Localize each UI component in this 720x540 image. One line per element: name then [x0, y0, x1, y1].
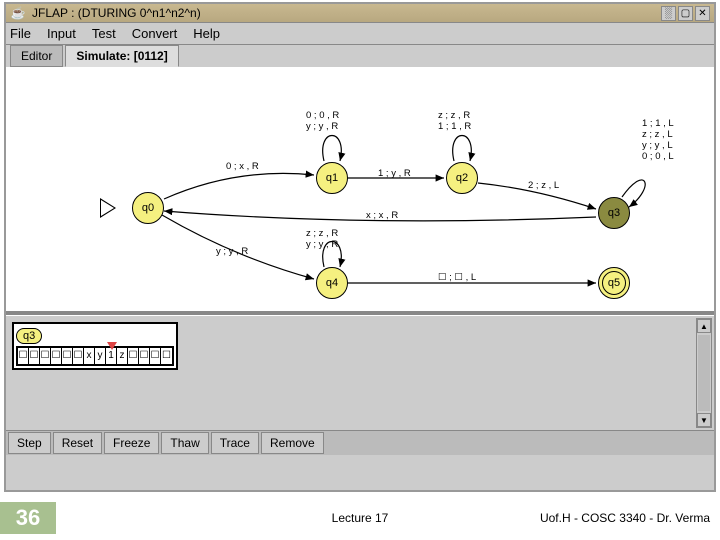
scroll-track[interactable]: [698, 335, 710, 411]
slide-footer: 36 Lecture 17 Uof.H - COSC 3340 - Dr. Ve…: [0, 502, 720, 534]
state-q0[interactable]: q0: [132, 192, 164, 224]
tape-cell: x: [84, 348, 95, 364]
tape-cell: ☐: [161, 348, 172, 364]
lecture-label: Lecture 17: [332, 511, 389, 525]
menu-file[interactable]: File: [10, 26, 31, 41]
minimize-button[interactable]: ░: [661, 6, 676, 21]
step-button[interactable]: Step: [8, 432, 51, 454]
menu-input[interactable]: Input: [47, 26, 76, 41]
scroll-down-icon[interactable]: ▼: [697, 413, 711, 427]
course-label: Uof.H - COSC 3340 - Dr. Verma: [540, 511, 710, 525]
freeze-button[interactable]: Freeze: [104, 432, 159, 454]
window-title: JFLAP : (DTURING 0^n1^n2^n): [32, 6, 201, 20]
edge-label: 0 ; 0 , R y ; y , R: [306, 111, 339, 133]
start-arrow-icon: [100, 198, 116, 218]
tape-head-icon: [107, 342, 117, 350]
scrollbar[interactable]: ▲ ▼: [696, 318, 712, 428]
menu-test[interactable]: Test: [92, 26, 116, 41]
config-box[interactable]: q3 ☐☐☐☐☐☐xy1z☐☐☐☐: [12, 322, 178, 370]
automaton-canvas[interactable]: q0 q1 q2 q3 q4 q5 0 ; x , R 0 ; 0 , R y ; y , …: [6, 67, 714, 315]
edge-label: ☐ ; ☐ , L: [438, 273, 476, 284]
menu-convert[interactable]: Convert: [132, 26, 178, 41]
state-q1[interactable]: q1: [316, 162, 348, 194]
tape-cell: ☐: [139, 348, 150, 364]
tape-cell: z: [117, 348, 128, 364]
state-q5[interactable]: q5: [598, 267, 630, 299]
maximize-button[interactable]: ▢: [678, 6, 693, 21]
tape-cell: ☐: [150, 348, 161, 364]
tape-cell: ☐: [18, 348, 29, 364]
trace-button[interactable]: Trace: [211, 432, 259, 454]
tape-cell: ☐: [62, 348, 73, 364]
edge-label: y ; y , R: [216, 247, 248, 258]
edge-label: z ; z , R y ; y , R: [306, 229, 338, 251]
tape-cell: ☐: [73, 348, 84, 364]
close-button[interactable]: ✕: [695, 6, 710, 21]
sim-toolbar: Step Reset Freeze Thaw Trace Remove: [6, 430, 714, 455]
app-window: ☕ JFLAP : (DTURING 0^n1^n2^n) ░ ▢ ✕ File…: [4, 2, 716, 492]
tab-bar: Editor Simulate: [0112]: [6, 45, 714, 67]
tape-cell: y: [95, 348, 106, 364]
remove-button[interactable]: Remove: [261, 432, 324, 454]
tab-editor[interactable]: Editor: [10, 45, 63, 67]
tape-cell: ☐: [40, 348, 51, 364]
edge-label: 1 ; y , R: [378, 169, 411, 180]
edge-label: z ; z , R 1 ; 1 , R: [438, 111, 471, 133]
title-bar: ☕ JFLAP : (DTURING 0^n1^n2^n) ░ ▢ ✕: [6, 4, 714, 23]
tape-cell: 1: [106, 348, 117, 364]
page-number: 36: [0, 502, 56, 534]
edge-label: 0 ; x , R: [226, 162, 259, 173]
edge-label: 1 ; 1 , L z ; z , L y ; y , L 0 ; 0 , L: [642, 119, 674, 163]
tape-cell: ☐: [128, 348, 139, 364]
current-state-badge: q3: [16, 328, 42, 344]
menu-help[interactable]: Help: [193, 26, 220, 41]
state-q3[interactable]: q3: [598, 197, 630, 229]
state-q4[interactable]: q4: [316, 267, 348, 299]
tape-cell: ☐: [51, 348, 62, 364]
edge-label: 2 ; z , L: [528, 181, 559, 192]
java-icon: ☕: [10, 5, 26, 21]
menu-bar: File Input Test Convert Help: [6, 23, 714, 45]
tape: ☐☐☐☐☐☐xy1z☐☐☐☐: [16, 346, 174, 366]
scroll-up-icon[interactable]: ▲: [697, 319, 711, 333]
state-q2[interactable]: q2: [446, 162, 478, 194]
thaw-button[interactable]: Thaw: [161, 432, 208, 454]
edge-label: x ; x , R: [366, 211, 398, 222]
tab-simulate[interactable]: Simulate: [0112]: [65, 45, 178, 67]
reset-button[interactable]: Reset: [53, 432, 102, 454]
simulator-panel: q3 ☐☐☐☐☐☐xy1z☐☐☐☐ ▲ ▼: [6, 315, 714, 430]
tape-cell: ☐: [29, 348, 40, 364]
